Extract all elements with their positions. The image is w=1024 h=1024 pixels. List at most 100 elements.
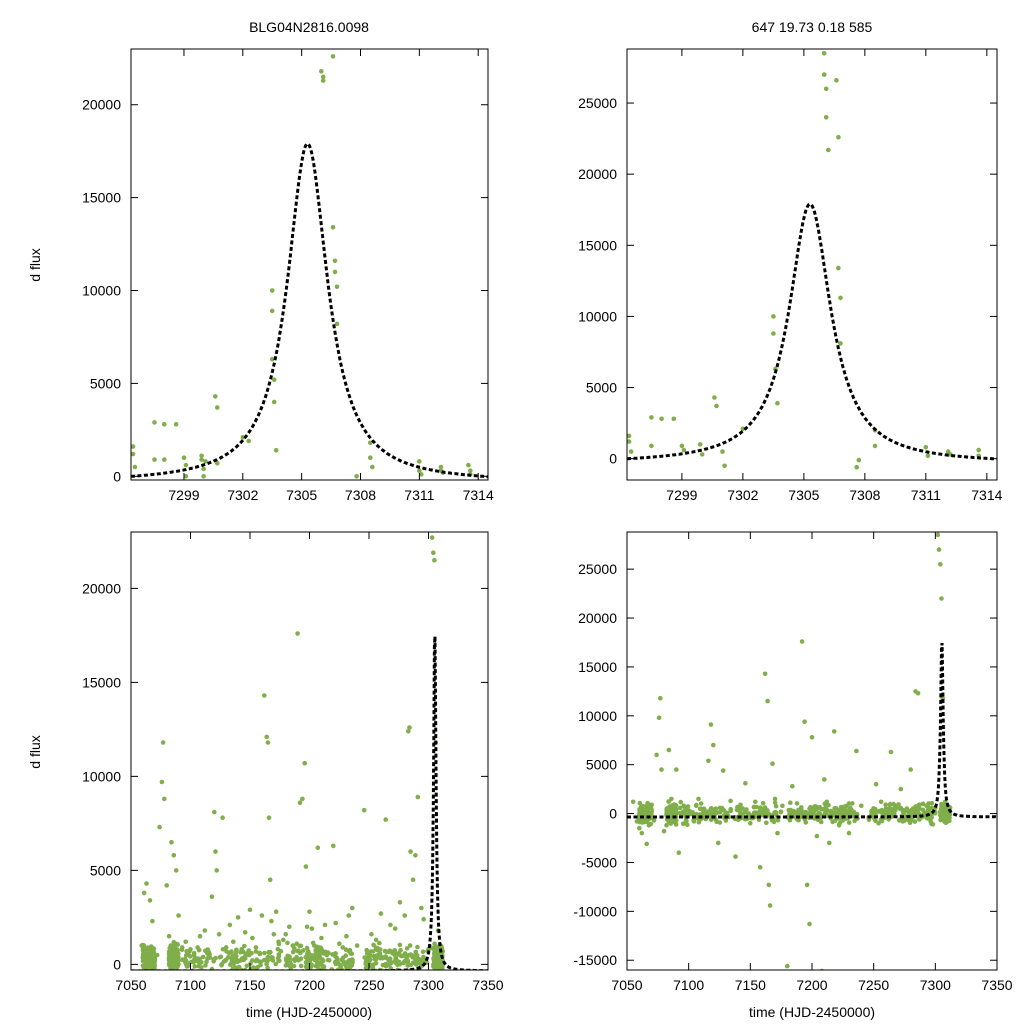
data-point	[242, 930, 248, 935]
data-point	[762, 811, 767, 817]
data-point	[209, 894, 215, 899]
points-bottom-left	[139, 535, 446, 978]
data-point	[332, 258, 338, 264]
data-point	[171, 853, 177, 858]
data-point	[798, 809, 803, 815]
x-tick-label: 7299	[168, 487, 199, 503]
data-point	[438, 958, 443, 963]
data-point	[809, 735, 815, 740]
y-tick-label: 5000	[90, 862, 121, 878]
data-point	[836, 134, 841, 140]
data-point	[396, 950, 402, 956]
data-point	[808, 805, 813, 810]
data-point	[685, 822, 690, 827]
data-point	[413, 949, 419, 955]
data-point	[396, 959, 402, 965]
data-point	[273, 909, 279, 914]
y-tick-label: 10000	[82, 768, 121, 784]
data-point	[696, 820, 702, 825]
data-point	[415, 794, 421, 800]
data-point	[765, 698, 770, 704]
points-top-left	[131, 54, 473, 479]
data-point	[220, 815, 225, 820]
data-point	[168, 973, 173, 978]
data-point	[326, 958, 332, 963]
data-point	[259, 913, 265, 918]
data-point	[976, 447, 981, 453]
data-point	[685, 804, 691, 809]
data-point	[271, 377, 277, 383]
data-point	[162, 457, 167, 462]
data-point	[205, 947, 210, 952]
data-point	[856, 457, 862, 463]
data-point	[333, 954, 338, 959]
data-point	[231, 939, 236, 945]
data-point	[306, 954, 311, 960]
data-point	[152, 457, 157, 462]
data-point	[196, 963, 202, 969]
x-tick-label: 7100	[673, 977, 704, 993]
data-point	[659, 767, 664, 772]
data-point	[646, 823, 652, 828]
data-point	[836, 808, 841, 813]
data-point	[388, 922, 393, 928]
data-point	[143, 972, 148, 977]
data-point	[754, 804, 759, 810]
data-point	[361, 807, 367, 813]
data-point	[265, 958, 271, 964]
data-point	[295, 631, 300, 636]
data-point	[936, 547, 942, 552]
data-point	[235, 959, 240, 965]
data-point	[432, 960, 438, 965]
data-point	[876, 821, 881, 826]
data-point	[416, 956, 421, 962]
data-point	[147, 961, 153, 966]
data-point	[698, 801, 704, 806]
data-point	[171, 948, 176, 954]
data-point	[253, 949, 259, 954]
data-point	[678, 799, 683, 805]
data-point	[393, 956, 398, 962]
data-point	[305, 951, 310, 956]
data-point	[420, 949, 426, 955]
data-point	[437, 971, 442, 976]
data-point	[142, 960, 148, 965]
data-point	[432, 557, 437, 563]
data-point	[276, 941, 282, 947]
data-point	[234, 953, 239, 959]
x-tick-label: 7050	[115, 977, 146, 993]
data-point	[908, 767, 913, 772]
data-point	[307, 909, 312, 914]
x-tick-label: 7308	[345, 487, 376, 503]
data-point	[224, 949, 229, 954]
data-point	[903, 809, 908, 814]
data-point	[370, 949, 376, 954]
data-point	[273, 448, 279, 453]
data-point	[923, 445, 929, 450]
data-point	[269, 356, 275, 362]
x-tick-label: 7200	[796, 977, 827, 993]
data-point	[287, 954, 292, 959]
data-point	[143, 970, 148, 975]
data-point	[412, 953, 417, 958]
model-curve-bottom-left	[131, 636, 488, 970]
data-point	[907, 820, 913, 825]
data-point	[143, 971, 148, 976]
data-point	[204, 959, 209, 965]
data-point	[760, 800, 766, 806]
data-point	[197, 956, 202, 962]
data-point	[240, 949, 246, 954]
data-point	[397, 942, 403, 948]
data-point	[250, 935, 255, 941]
data-point	[654, 752, 659, 758]
y-tick-label: -15000	[573, 952, 617, 968]
data-point	[407, 943, 413, 948]
data-point	[938, 562, 943, 567]
data-point	[162, 796, 167, 802]
data-point	[684, 818, 689, 824]
data-point	[180, 957, 185, 962]
data-point	[240, 435, 246, 440]
data-point	[283, 932, 289, 937]
data-point	[265, 740, 271, 745]
data-point	[176, 913, 181, 918]
